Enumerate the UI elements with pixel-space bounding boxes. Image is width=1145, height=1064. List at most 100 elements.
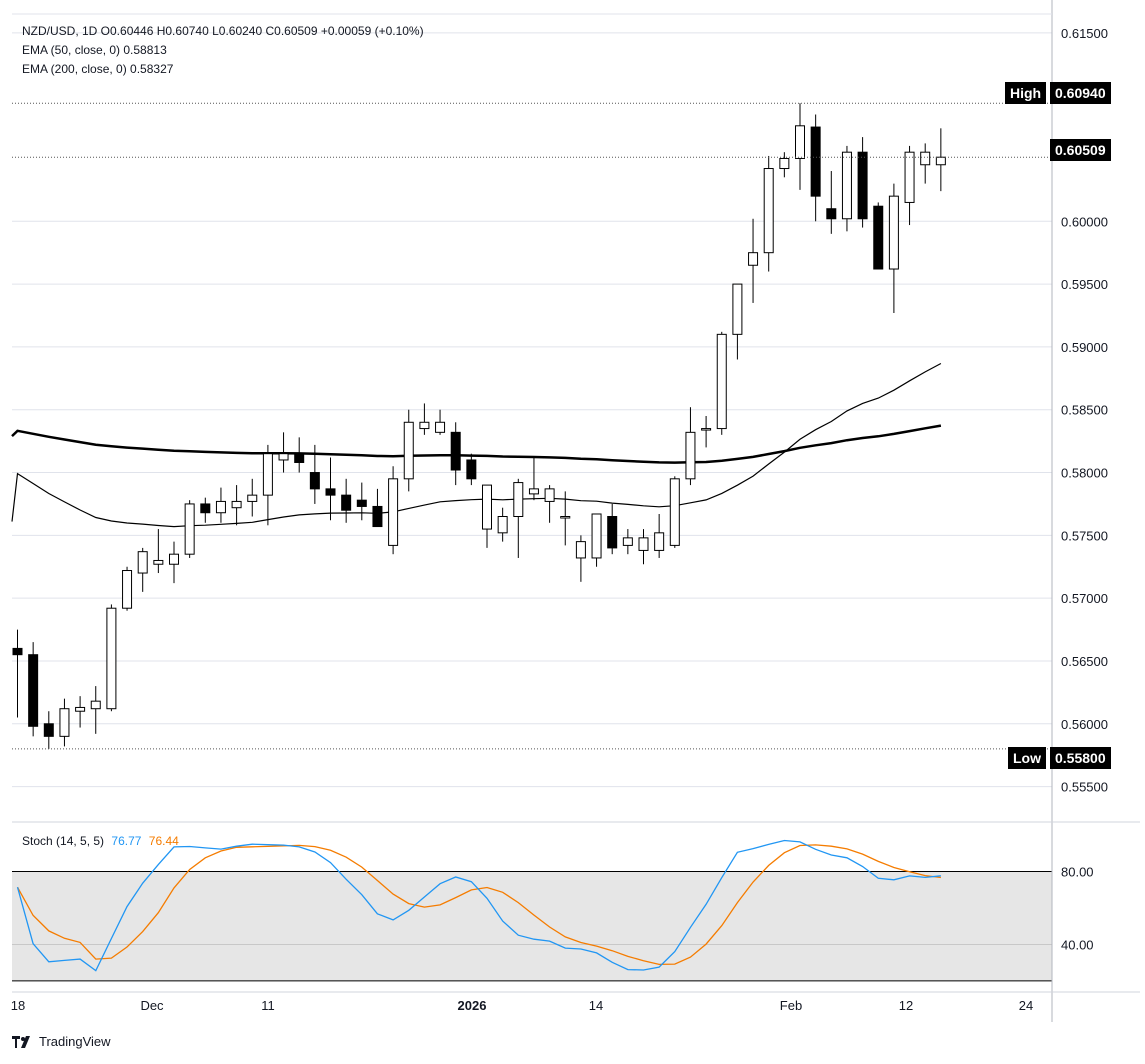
ema50-line — [11, 362, 942, 528]
candle-bullish — [482, 484, 492, 530]
candle-bullish — [638, 537, 649, 551]
candle-bullish — [435, 421, 446, 433]
candle-bearish — [372, 505, 383, 528]
stoch-label: Stoch (14, 5, 5) — [22, 834, 105, 848]
candle-bullish — [215, 500, 226, 514]
price-tick-label: 0.57000 — [1061, 591, 1108, 606]
candle-bearish — [309, 472, 320, 490]
stoch-tick-label: 80.00 — [1061, 865, 1094, 880]
axes: 0.61500 0.60000 0.59500 0.59000 0.58500 0.580… — [11, 0, 1140, 1022]
price-tick-label: 0.56500 — [1061, 654, 1108, 669]
candle-bullish — [904, 151, 915, 203]
time-tick-label: Dec — [140, 998, 164, 1013]
candle-bullish — [497, 516, 508, 534]
candle-bullish — [935, 156, 946, 166]
stoch-k-value: 76.77 — [111, 834, 142, 848]
candle-bullish — [247, 494, 258, 502]
high-label-badge: High — [1005, 82, 1047, 104]
stoch-d-value: 76.44 — [148, 834, 179, 848]
candle-bullish — [732, 283, 743, 335]
candle-bullish — [419, 421, 430, 430]
time-tick-label: 24 — [1019, 998, 1033, 1013]
ema50-legend: EMA (50, close, 0) 0.58813 — [22, 43, 167, 57]
candle-bullish — [920, 151, 931, 166]
ema200-path — [11, 424, 942, 464]
candle-bearish — [810, 126, 821, 197]
price-tick-label: 0.59500 — [1061, 277, 1108, 292]
low-value-badge: 0.55800 — [1050, 747, 1111, 769]
price-tick-label: 0.56000 — [1061, 717, 1108, 732]
candle-bullish — [278, 453, 289, 461]
stoch-k-line — [16, 839, 941, 972]
candle-bullish — [388, 478, 399, 546]
candle-bullish — [685, 431, 696, 480]
time-tick-label: 2026 — [458, 998, 487, 1013]
candles — [12, 103, 946, 749]
time-tick-label: 12 — [899, 998, 913, 1013]
candle-bullish — [513, 482, 524, 517]
candle-bullish — [75, 706, 86, 712]
candle-bullish — [403, 421, 414, 480]
last-price-badge: 0.60509 — [1050, 139, 1111, 161]
price-tick-label: 0.58500 — [1061, 403, 1108, 418]
high-value-badge: 0.60940 — [1050, 82, 1111, 104]
candle-bullish — [122, 570, 133, 609]
candle-bullish — [701, 428, 712, 431]
reference-lines — [12, 102, 1052, 750]
price-tick-label: 0.58000 — [1061, 466, 1108, 481]
candle-bullish — [591, 513, 602, 559]
candle-bullish — [841, 151, 852, 220]
candle-bullish — [716, 333, 727, 430]
grid-lines — [12, 32, 1052, 788]
candle-bullish — [575, 541, 586, 559]
price-tick-label: 0.60000 — [1061, 214, 1108, 229]
price-tick-label: 0.55500 — [1061, 780, 1108, 795]
time-tick-label: 14 — [589, 998, 603, 1013]
candle-bearish — [12, 647, 23, 656]
candle-bearish — [826, 208, 837, 220]
candle-bullish — [231, 500, 242, 509]
candle-bullish — [763, 168, 774, 254]
stochastic-pane: 80.00 40.00 — [12, 839, 1094, 982]
candle-bearish — [450, 431, 461, 471]
candle-bullish — [560, 516, 571, 519]
tradingview-brand: TradingView — [39, 1034, 111, 1049]
low-label-badge: Low — [1008, 747, 1046, 769]
candle-bearish — [356, 499, 367, 507]
candle-bearish — [200, 503, 211, 514]
candle-bearish — [607, 516, 618, 549]
stoch-d-line — [16, 844, 941, 966]
ema200-legend: EMA (200, close, 0) 0.58327 — [22, 62, 174, 76]
candle-bullish — [779, 157, 790, 170]
candle-bullish — [169, 553, 179, 565]
tradingview-logo-icon — [12, 1035, 30, 1048]
candle-bullish — [153, 559, 164, 565]
ema50-path — [11, 362, 942, 528]
candle-bearish — [43, 723, 54, 737]
candle-bullish — [654, 532, 665, 551]
candle-bullish — [888, 195, 899, 270]
candle-bullish — [622, 537, 633, 546]
candle-bearish — [466, 459, 477, 480]
candle-bullish — [59, 708, 70, 737]
ohlc-legend: NZD/USD, 1D O0.60446 H0.60740 L0.60240 C… — [22, 24, 424, 38]
candle-bearish — [325, 488, 336, 496]
stoch-tick-label: 40.00 — [1061, 937, 1094, 952]
candle-bullish — [184, 503, 195, 555]
candle-bearish — [28, 654, 39, 727]
stoch-band — [12, 871, 1052, 981]
price-tick-label: 0.59000 — [1061, 340, 1108, 355]
candle-bullish — [137, 551, 148, 574]
candle-bullish — [90, 700, 101, 710]
ema200-line — [11, 424, 942, 464]
candle-bullish — [795, 125, 805, 159]
stoch-legend: Stoch (14, 5, 5) 76.77 76.44 — [22, 834, 179, 848]
candle-bullish — [528, 488, 539, 495]
time-tick-label: Feb — [780, 998, 802, 1013]
candle-bearish — [341, 494, 352, 511]
candle-bearish — [857, 151, 868, 220]
candle-bullish — [748, 252, 759, 266]
candle-bearish — [294, 453, 305, 463]
tradingview-logo[interactable]: TradingView — [12, 1034, 111, 1049]
